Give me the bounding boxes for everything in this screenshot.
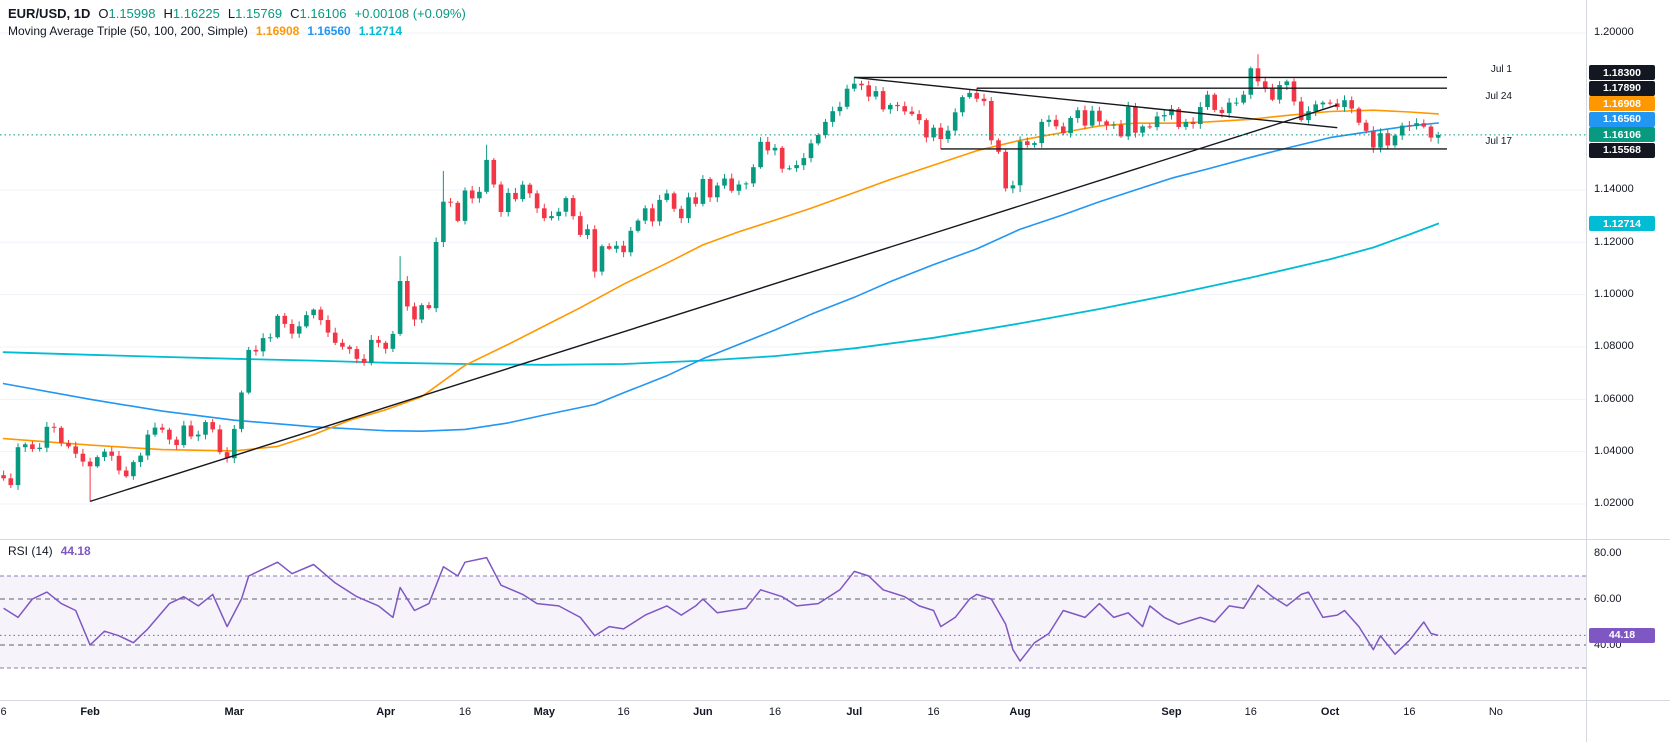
price-badge-1.16106: 1.16106	[1589, 127, 1655, 143]
price-tick-1.10000: 1.10000	[1594, 288, 1634, 301]
ohlc-low: L1.15769	[227, 6, 283, 21]
price-badge-1.17890: 1.17890	[1589, 80, 1655, 96]
ohlc-close: C1.16106	[290, 6, 347, 21]
rsi-legend: RSI (14) 44.18	[8, 544, 91, 558]
price-axis-separator	[1586, 0, 1587, 742]
price-tick-1.04000: 1.04000	[1594, 445, 1634, 458]
price-badge-1.18300: 1.18300	[1589, 65, 1655, 81]
time-label-Apr: Apr	[376, 706, 396, 718]
time-label-May: May	[533, 706, 555, 718]
time-axis[interactable]: 6 Feb Mar Apr 16 May 16 Jun 16 Jul 16 Aug Sep 16 Oct 16…	[0, 700, 1586, 742]
price-tick-1.20000: 1.20000	[1594, 26, 1634, 39]
time-label-Oct: Oct	[1320, 706, 1340, 718]
rsi-line	[3, 556, 1439, 662]
price-badge-1.16560: 1.16560	[1589, 111, 1655, 127]
ma200-line	[2, 222, 1440, 366]
ma50-line	[2, 109, 1439, 452]
rsi-dashed-levels	[0, 598, 1586, 646]
ma-200-value: 1.12714	[358, 24, 403, 38]
pane-separator[interactable]	[0, 539, 1670, 540]
time-label-Feb: Feb	[80, 706, 100, 718]
ma-50-value: 1.16908	[255, 24, 300, 38]
price-tick-1.08000: 1.08000	[1594, 340, 1634, 353]
ohlc-high: H1.16225	[163, 6, 220, 21]
rsi-tick-60.00: 60.00	[1594, 592, 1622, 605]
rsi-indicator-title[interactable]: RSI (14)	[8, 544, 53, 558]
rsi-tick-80.00: 80.00	[1594, 546, 1622, 559]
time-label-Mar: Mar	[224, 706, 245, 718]
time-label-6: 6	[0, 706, 7, 718]
time-axis-separator	[0, 700, 1670, 701]
time-label-Aug: Aug	[1009, 706, 1031, 718]
time-label-16: 16	[927, 706, 940, 718]
level-label-jul-24: Jul 24	[1485, 91, 1512, 103]
level-label-jul-17: Jul 17	[1485, 135, 1512, 147]
rsi-pane[interactable]: RSI (14) 44.18	[0, 540, 1586, 700]
price-badge-1.15568: 1.15568	[1589, 142, 1655, 158]
rsi-band	[0, 575, 1586, 669]
trendlines-layer	[89, 76, 1447, 503]
symbol-legend: EUR/USD, 1D O1.15998 H1.16225 L1.15769 C…	[8, 6, 466, 21]
time-label-Jul: Jul	[846, 706, 863, 718]
candles-layer	[1, 54, 1441, 502]
time-label-No: No	[1488, 706, 1503, 718]
rsi-badge: 44.18	[1589, 627, 1655, 643]
time-label-16: 16	[617, 706, 630, 718]
ma-indicator-title[interactable]: Moving Average Triple (50, 100, 200, Sim…	[8, 24, 248, 38]
price-chart-pane[interactable]: EUR/USD, 1D O1.15998 H1.16225 L1.15769 C…	[0, 0, 1586, 538]
price-tick-1.02000: 1.02000	[1594, 497, 1634, 510]
rsi-value: 44.18	[60, 544, 91, 558]
time-label-16: 16	[458, 706, 472, 718]
change-value: +0.00108 (+0.09%)	[354, 6, 466, 21]
price-chart-canvas[interactable]	[0, 0, 1586, 538]
ohlc-open: O1.15998	[98, 6, 156, 21]
time-label-16: 16	[768, 706, 782, 718]
price-badge-1.12714: 1.12714	[1589, 216, 1655, 232]
price-tick-1.12000: 1.12000	[1594, 235, 1634, 248]
price-gridlines	[0, 32, 1586, 505]
rsi-canvas[interactable]	[0, 540, 1586, 700]
time-label-Sep: Sep	[1161, 706, 1182, 718]
symbol-title[interactable]: EUR/USD, 1D	[8, 6, 91, 21]
price-axis[interactable]: 1.20000 1.14000 1.12000 1.10000 1.08000 1.060…	[1587, 0, 1670, 700]
ma-legend: Moving Average Triple (50, 100, 200, Sim…	[8, 24, 402, 38]
price-tick-1.14000: 1.14000	[1594, 183, 1634, 196]
time-label-16: 16	[1403, 706, 1416, 718]
price-badge-1.16908: 1.16908	[1589, 96, 1655, 112]
time-label-Jun: Jun	[693, 706, 713, 718]
level-label-jul-1: Jul 1	[1490, 64, 1512, 76]
ma100-line	[2, 122, 1439, 433]
ma-100-value: 1.16560	[307, 24, 351, 38]
price-tick-1.06000: 1.06000	[1594, 392, 1634, 405]
time-label-16: 16	[1244, 706, 1257, 718]
